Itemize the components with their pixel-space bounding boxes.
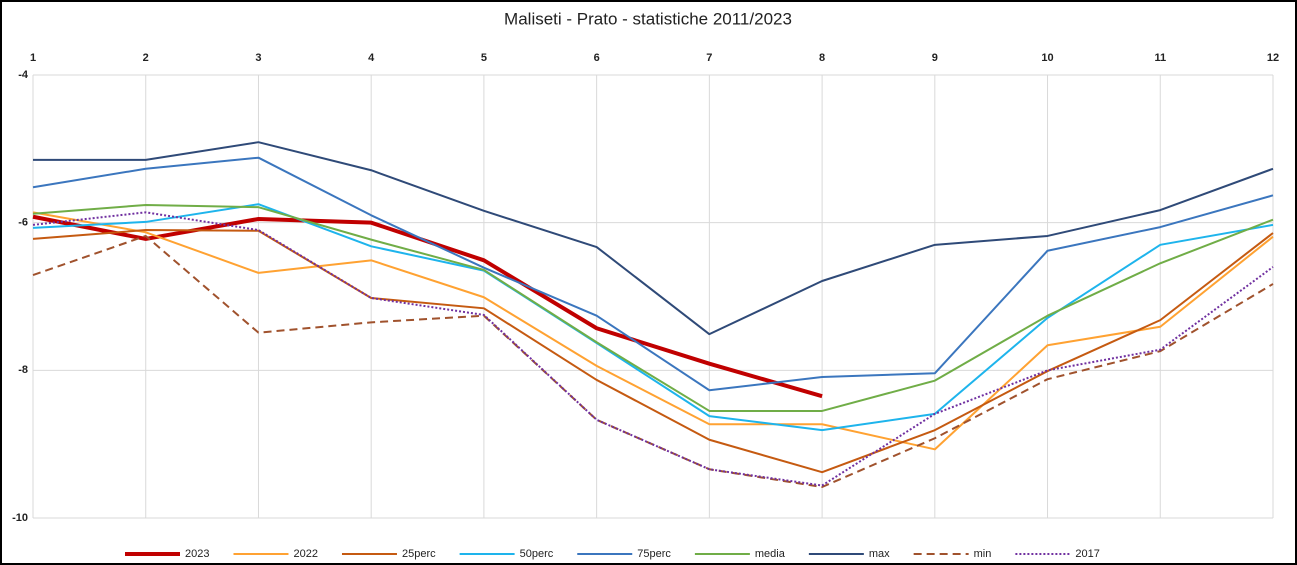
series-line <box>32 156 1274 392</box>
legend-label: 2023 <box>185 548 209 560</box>
x-tick-label: 8 <box>819 52 825 64</box>
y-tick-label: -10 <box>12 512 28 524</box>
chart-title: Maliseti - Prato - statistiche 2011/2023 <box>504 9 792 28</box>
legend-label: 2022 <box>293 548 317 560</box>
x-tick-label: 9 <box>932 52 938 64</box>
x-tick-label: 6 <box>594 52 600 64</box>
series-line <box>33 141 1274 336</box>
x-tick-label: 11 <box>1154 52 1166 64</box>
x-tick-label: 12 <box>1267 52 1279 64</box>
x-tick-label: 10 <box>1041 52 1053 64</box>
series-line <box>32 229 1274 474</box>
x-tick-label: 7 <box>706 52 712 64</box>
y-tick-label: -8 <box>18 364 28 376</box>
series-line <box>32 211 1274 487</box>
legend-label: 50perc <box>520 548 554 560</box>
x-tick-label: 3 <box>255 52 261 64</box>
legend-label: media <box>755 548 786 560</box>
legend-label: 25perc <box>402 548 436 560</box>
legend-label: 2017 <box>1075 548 1099 560</box>
y-tick-label: -4 <box>18 69 29 81</box>
series-line <box>32 203 1274 412</box>
legend-label: max <box>869 548 890 560</box>
x-tick-label: 5 <box>481 52 487 64</box>
legend-label: min <box>974 548 992 560</box>
x-tick-label: 1 <box>30 52 36 64</box>
x-tick-label: 4 <box>368 52 375 64</box>
y-tick-label: -6 <box>18 217 28 229</box>
legend-label: 75perc <box>637 548 671 560</box>
series-line <box>32 211 1274 451</box>
x-tick-label: 2 <box>143 52 149 64</box>
